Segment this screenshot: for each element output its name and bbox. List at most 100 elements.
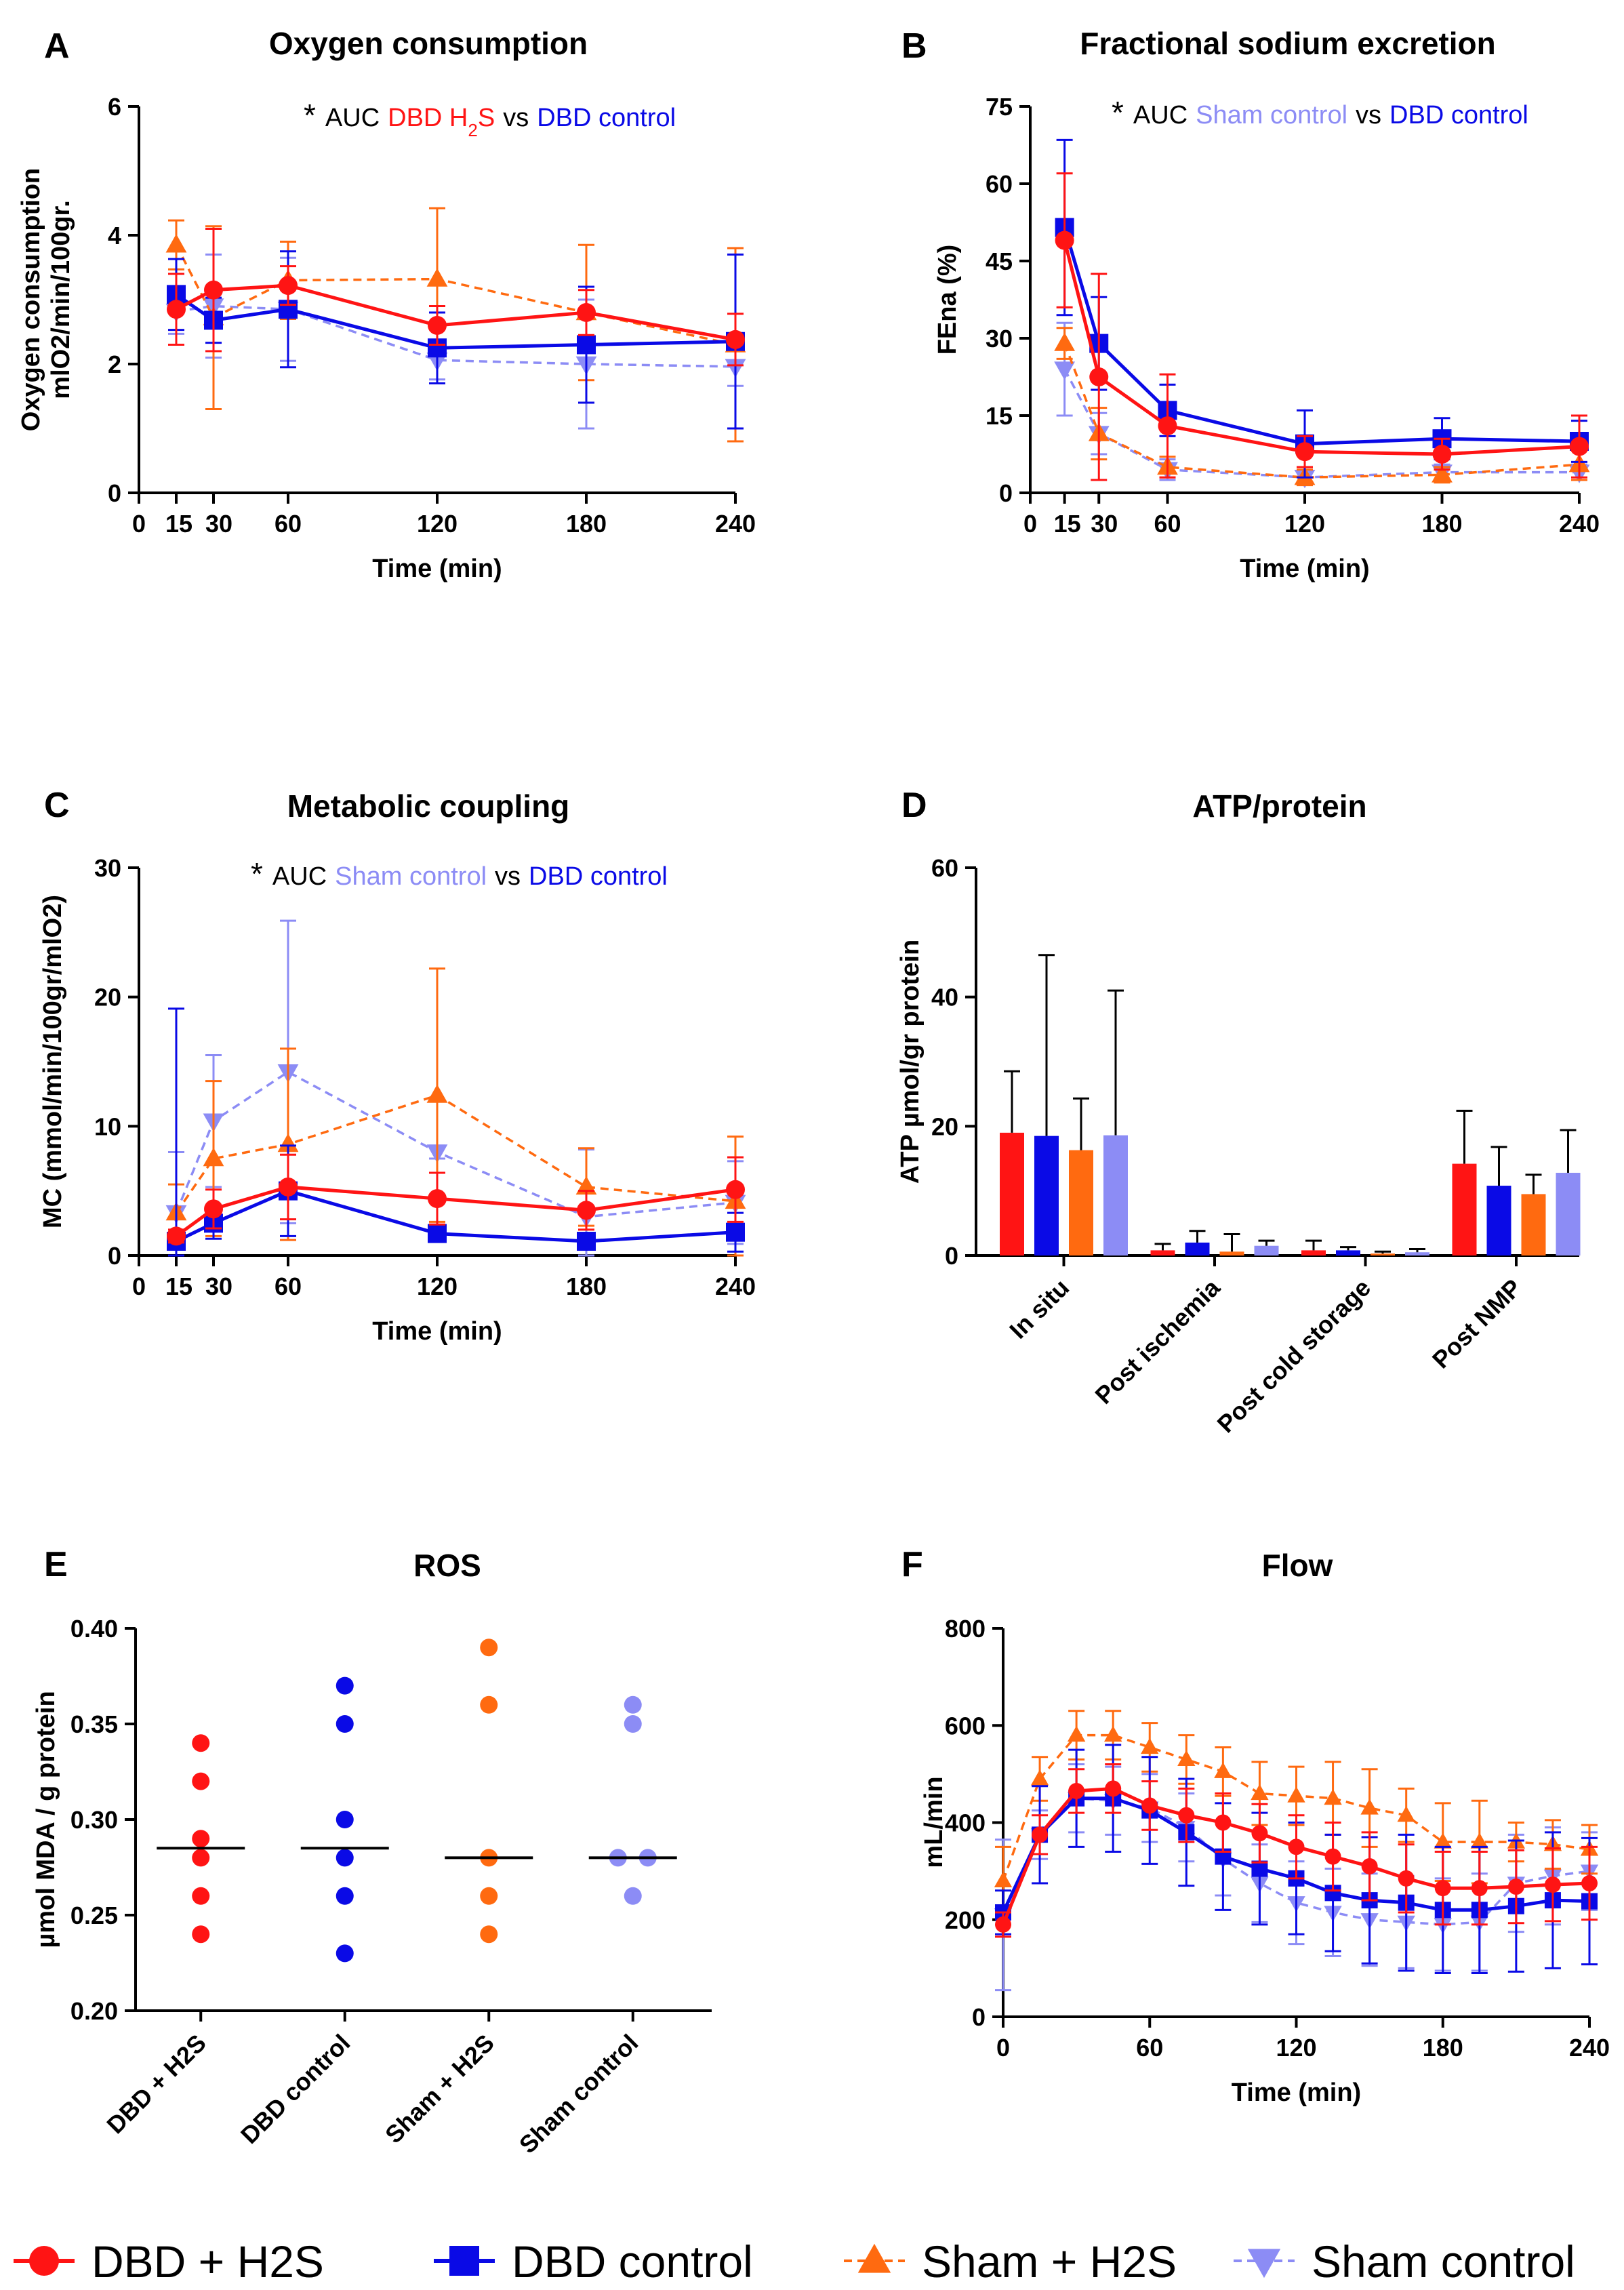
data-point — [336, 1715, 354, 1733]
data-point — [1324, 1788, 1342, 1805]
auc-annotation: * AUC Sham control vs DBD control — [1112, 95, 1528, 130]
data-point — [1432, 464, 1453, 483]
series-line — [175, 244, 736, 346]
data-point — [1581, 1875, 1598, 1892]
annotation-part: vs — [495, 862, 521, 891]
panel-letter: E — [44, 1545, 68, 1584]
annotation-part: S — [478, 104, 495, 132]
data-point — [624, 1715, 642, 1733]
annotation-part: vs — [1356, 101, 1381, 129]
data-point — [1089, 367, 1109, 386]
panel-letter: C — [44, 786, 70, 825]
data-point — [1177, 1750, 1196, 1766]
x-category-label: DBD + H2S — [101, 2029, 211, 2140]
x-axis-label: Time (min) — [1232, 2078, 1361, 2107]
data-point — [577, 1201, 596, 1220]
y-tick-label: 20 — [931, 1112, 958, 1140]
y-tick-label: 2 — [108, 350, 121, 378]
group-sham-h2s — [445, 1639, 533, 1944]
data-point — [1105, 1780, 1122, 1797]
bar — [1301, 1250, 1326, 1256]
chart-title: ATP/protein — [1192, 788, 1366, 824]
panel-ros: 0.20 0.25 0.30 0.35 0.40 ROS E DBD + H2S DBD con… — [32, 1545, 712, 2158]
data-point — [336, 1811, 354, 1828]
y-tick-label: 0 — [999, 479, 1013, 507]
y-tick-label: 10 — [94, 1112, 121, 1140]
bar — [1103, 1135, 1128, 1256]
x-category-label: DBD control — [235, 2029, 355, 2149]
chart-title: Flow — [1262, 1548, 1333, 1583]
data-point — [192, 1772, 210, 1790]
x-tick-label: 120 — [417, 1272, 458, 1300]
data-point — [1054, 332, 1076, 351]
data-point — [1360, 1799, 1379, 1815]
series-dbd-h2s — [167, 1153, 745, 1246]
y-tick-label: 30 — [94, 854, 121, 882]
annotation-part: 2 — [468, 120, 477, 140]
x-tick-label: 0 — [132, 1272, 146, 1300]
legend-marker — [857, 2243, 891, 2273]
data-point — [428, 1189, 447, 1209]
data-point — [726, 1180, 745, 1199]
x-category-label: Sham control — [514, 2029, 644, 2159]
x-tick-label: 15 — [165, 1272, 192, 1300]
x-tick-label: 60 — [1136, 2034, 1163, 2062]
figure-legend: DBD + H2S DBD control Sham + H2S Sham contr… — [14, 2236, 1575, 2287]
legend-item: Sham control — [1234, 2236, 1575, 2287]
annotation-part: Sham control — [335, 862, 487, 891]
group-dbd-control — [300, 1676, 389, 1963]
bar — [1336, 1250, 1360, 1256]
x-tick-label: 60 — [275, 1272, 302, 1300]
annotation-part: DBD H — [388, 104, 468, 132]
y-axis-label: µmol MDA / g protein — [32, 1691, 60, 1948]
panel-fractional-sodium-excretion: 0 15 30 45 60 75 Fractional sodium excretion B 0… — [901, 26, 1600, 583]
y-axis-label: mlO2/min/100gr. — [47, 200, 75, 399]
data-point — [577, 1232, 596, 1251]
data-point — [480, 1925, 498, 1944]
data-point — [336, 1944, 354, 1963]
bar — [1034, 1136, 1059, 1256]
data-point — [1067, 1725, 1086, 1742]
series-dbd-h2s — [167, 228, 745, 367]
data-point — [1032, 1826, 1049, 1843]
y-tick-label: 0 — [108, 1242, 121, 1270]
data-point — [204, 1199, 223, 1219]
bar — [1371, 1253, 1395, 1256]
legend-label: DBD control — [512, 2236, 753, 2287]
data-point — [1030, 1769, 1049, 1786]
data-point — [167, 1226, 186, 1246]
x-tick-label: 240 — [715, 510, 756, 538]
y-tick-label: 0 — [108, 479, 121, 507]
x-tick-label: 0 — [996, 2034, 1010, 2062]
data-point — [204, 280, 223, 300]
data-point — [192, 1734, 210, 1752]
data-point — [480, 1887, 498, 1905]
data-point — [480, 1639, 498, 1657]
y-axis-label: mL/min — [920, 1776, 948, 1868]
x-tick-label: 15 — [165, 510, 192, 538]
chart-title: ROS — [413, 1548, 481, 1583]
y-tick-label: 200 — [945, 1906, 986, 1934]
legend-label: Sham + H2S — [922, 2236, 1177, 2287]
y-tick-label: 45 — [986, 247, 1013, 275]
data-point — [1507, 1879, 1524, 1895]
data-point — [428, 1224, 447, 1243]
y-tick-label: 0.25 — [70, 1902, 118, 1929]
panel-letter: F — [901, 1545, 923, 1584]
data-point — [994, 1871, 1013, 1888]
annotation-part: DBD control — [537, 104, 676, 132]
y-tick-label: 0 — [945, 1242, 958, 1270]
annotation-part: DBD control — [1389, 101, 1528, 129]
legend-item: DBD control — [434, 2236, 753, 2287]
annotation-part: AUC — [1133, 101, 1187, 129]
data-point — [1287, 1786, 1305, 1803]
data-point — [167, 300, 186, 319]
bar — [1556, 1172, 1581, 1256]
auc-annotation: * AUC DBD H2S vs DBD control — [304, 98, 676, 140]
y-tick-label: 0.20 — [70, 1997, 118, 2025]
data-point — [1398, 1870, 1415, 1887]
panel-letter: A — [44, 26, 70, 66]
series-line — [1063, 342, 1580, 479]
series-line — [175, 1093, 736, 1214]
data-point — [1103, 1725, 1122, 1742]
